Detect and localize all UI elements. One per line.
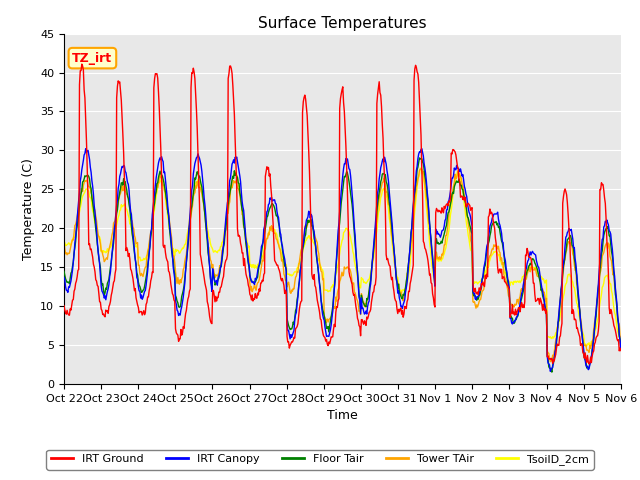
Legend: IRT Ground, IRT Canopy, Floor Tair, Tower TAir, TsoilD_2cm: IRT Ground, IRT Canopy, Floor Tair, Towe… <box>47 450 593 469</box>
Text: TZ_irt: TZ_irt <box>72 52 113 65</box>
Title: Surface Temperatures: Surface Temperatures <box>258 16 427 31</box>
X-axis label: Time: Time <box>327 409 358 422</box>
Y-axis label: Temperature (C): Temperature (C) <box>22 158 35 260</box>
